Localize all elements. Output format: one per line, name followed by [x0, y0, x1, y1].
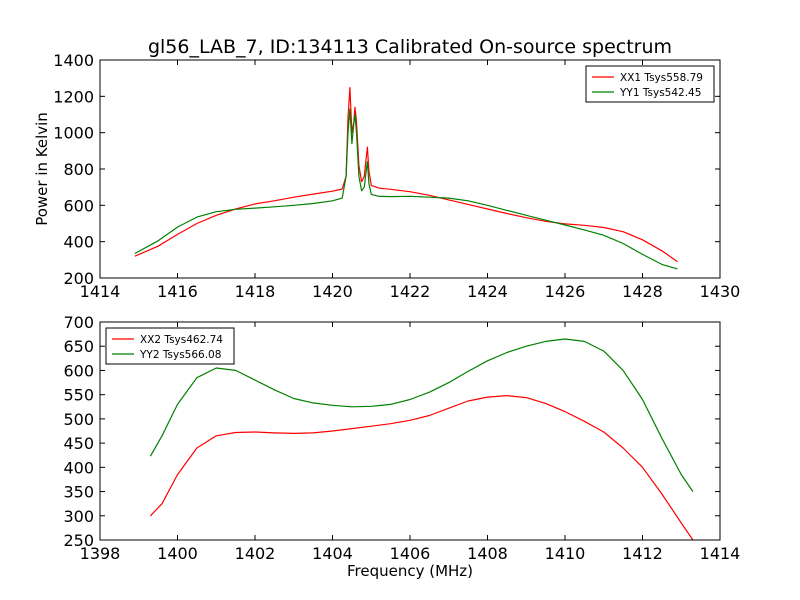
x-tick-label: 1424 — [467, 282, 508, 301]
y-tick-label: 450 — [63, 434, 94, 453]
legend-label: YY2 Tsys566.08 — [139, 349, 221, 361]
y-tick-label: 550 — [63, 386, 94, 405]
y-tick-label: 1000 — [53, 124, 94, 143]
y-tick-label: 500 — [63, 410, 94, 429]
y-tick-label: 700 — [63, 313, 94, 332]
y-tick-label: 400 — [63, 458, 94, 477]
legend-label: XX1 Tsys558.79 — [620, 72, 703, 84]
figure-title: gl56_LAB_7, ID:134113 Calibrated On-sour… — [148, 36, 672, 58]
x-tick-label: 1420 — [312, 282, 353, 301]
y-tick-label: 300 — [63, 507, 94, 526]
y-tick-label: 600 — [63, 361, 94, 380]
x-tick-label: 1422 — [390, 282, 431, 301]
x-axis-label: Frequency (MHz) — [347, 562, 473, 580]
top-subplot: 1414 1416 1418 1420 1422 1424 1426 1428 1430 200 4… — [33, 51, 740, 301]
y-axis-label: Power in Kelvin — [33, 112, 51, 226]
x-tick-label: 1426 — [545, 282, 586, 301]
y-tick-label: 1400 — [53, 51, 94, 70]
series-line — [134, 86, 678, 263]
y-tick-label: 1200 — [53, 87, 94, 106]
legend-label: YY1 Tsys542.45 — [619, 87, 701, 99]
bottom-subplot: 1398 1400 1402 1404 1406 1408 1410 1412 1414 250 3… — [63, 313, 740, 580]
y-tick-label: 200 — [63, 269, 94, 288]
y-tick-label: 600 — [63, 196, 94, 215]
x-tick-label: 1418 — [235, 282, 276, 301]
legend-label: XX2 Tsys462.74 — [140, 334, 223, 346]
series-line — [134, 108, 678, 270]
y-tick-label: 800 — [63, 160, 94, 179]
y-tick-label: 400 — [63, 233, 94, 252]
x-tick-label: 1428 — [622, 282, 663, 301]
x-tick-label: 1398 — [80, 544, 121, 563]
x-tick-label: 1400 — [157, 544, 198, 563]
x-tick-label: 1402 — [235, 544, 276, 563]
x-tick-label: 1416 — [157, 282, 198, 301]
x-tick-label: 1430 — [700, 282, 741, 301]
x-tick-label: 1410 — [545, 544, 586, 563]
x-tick-label: 1404 — [312, 544, 353, 563]
x-tick-label: 1412 — [622, 544, 663, 563]
series-line — [149, 338, 694, 492]
x-tick-label: 1414 — [700, 544, 741, 563]
y-tick-label: 350 — [63, 483, 94, 502]
y-tick-label: 250 — [63, 531, 94, 550]
legend-box — [585, 65, 715, 103]
x-tick-label: 1414 — [80, 282, 121, 301]
legend-box — [105, 327, 235, 365]
x-tick-label: 1406 — [390, 544, 431, 563]
series-line — [149, 395, 694, 540]
y-tick-label: 650 — [63, 337, 94, 356]
x-tick-label: 1408 — [467, 544, 508, 563]
